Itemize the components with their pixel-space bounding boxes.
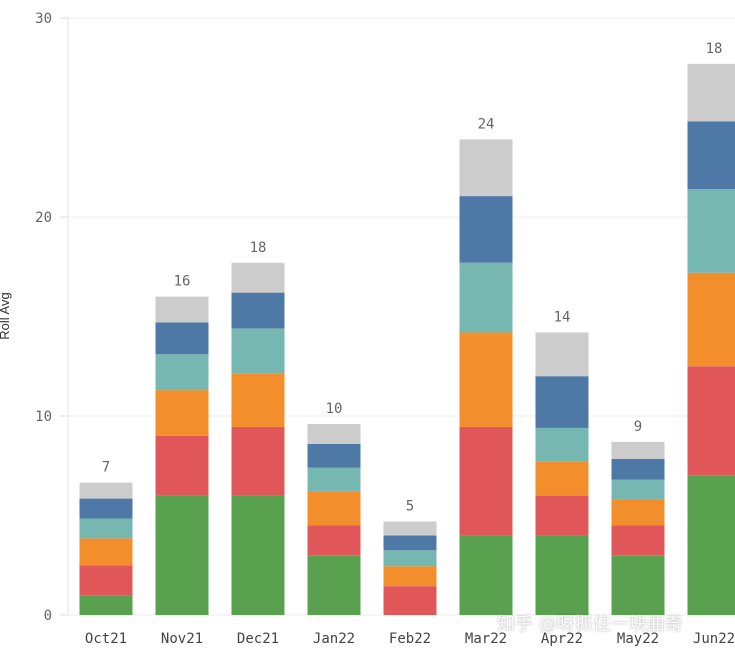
bar-segment [307, 443, 361, 468]
bar-segment [307, 467, 361, 492]
total-label: 9 [634, 419, 642, 435]
bar-segment [231, 495, 285, 615]
bar-segment [535, 427, 589, 462]
bar-segment [459, 535, 513, 615]
bar-segment [687, 272, 735, 367]
total-label: 10 [326, 401, 343, 417]
bar-segment [383, 535, 437, 551]
x-tick-label: May22 [617, 631, 659, 647]
bar-segment [231, 373, 285, 427]
total-label: 16 [174, 274, 191, 290]
x-tick-label: Apr22 [541, 631, 583, 647]
bar-segment [611, 479, 665, 500]
bar-segment [535, 376, 589, 428]
total-label: 18 [250, 240, 267, 256]
bar-segment [687, 366, 735, 476]
bar-segment [535, 535, 589, 615]
y-tick-label: 30 [35, 11, 52, 27]
bar-segment [79, 538, 133, 566]
bar-segment [79, 498, 133, 519]
bar-segment [459, 332, 513, 427]
bar-segment [155, 322, 209, 355]
x-tick-label: Dec21 [237, 631, 279, 647]
bar-segment [611, 441, 665, 459]
bar-segment [79, 565, 133, 596]
bar-segment [307, 525, 361, 556]
y-axis-title: Roll Avg [0, 292, 12, 339]
bar-segment [535, 332, 589, 377]
bar-segment [611, 525, 665, 556]
x-tick-label: Nov21 [161, 631, 203, 647]
bar-segment [459, 426, 513, 536]
bar-segment [307, 555, 361, 615]
x-tick-label: Mar22 [465, 631, 507, 647]
y-tick-label: 0 [44, 608, 52, 624]
x-tick-label: Feb22 [389, 631, 431, 647]
bar-segment [307, 423, 361, 444]
bar-segment [155, 354, 209, 391]
total-label: 14 [554, 309, 571, 325]
x-tick-label: Oct21 [85, 631, 127, 647]
y-tick-label: 20 [35, 210, 52, 226]
bar-segment [79, 518, 133, 539]
bar-segment [459, 262, 513, 333]
bar-segment [687, 63, 735, 122]
bar-segment [687, 121, 735, 190]
bar-segment [383, 566, 437, 587]
x-tick-label: Jun22 [693, 631, 735, 647]
bar-segment [687, 475, 735, 615]
bar-segment [383, 550, 437, 567]
bar-segment [611, 499, 665, 526]
bar-segment [231, 262, 285, 293]
total-label: 5 [406, 498, 414, 514]
total-label: 7 [102, 460, 110, 476]
bar-segment [231, 292, 285, 329]
bar-segment [231, 328, 285, 374]
bar-segment [79, 482, 133, 499]
bar-segment [155, 435, 209, 496]
bar-segment [155, 390, 209, 436]
x-tick-label: Jan22 [313, 631, 355, 647]
bar-segment [155, 296, 209, 323]
y-tick-label: 10 [35, 409, 52, 425]
bar-segment [611, 458, 665, 480]
bar-segment [307, 491, 361, 526]
bar-segment [687, 189, 735, 273]
bar-segment [155, 495, 209, 615]
total-label: 24 [478, 116, 495, 132]
bar-segment [383, 586, 437, 615]
bar-segment [79, 595, 133, 615]
watermark: 知乎 @呀抓住一块曲奇 [497, 614, 683, 635]
bar-segment [231, 426, 285, 496]
bar-segment [459, 196, 513, 263]
bar-segment [459, 139, 513, 197]
bar-segment [535, 461, 589, 496]
total-label: 18 [706, 41, 723, 57]
bar-segment [383, 521, 437, 536]
bar-segment [535, 495, 589, 536]
bar-segment [611, 555, 665, 615]
